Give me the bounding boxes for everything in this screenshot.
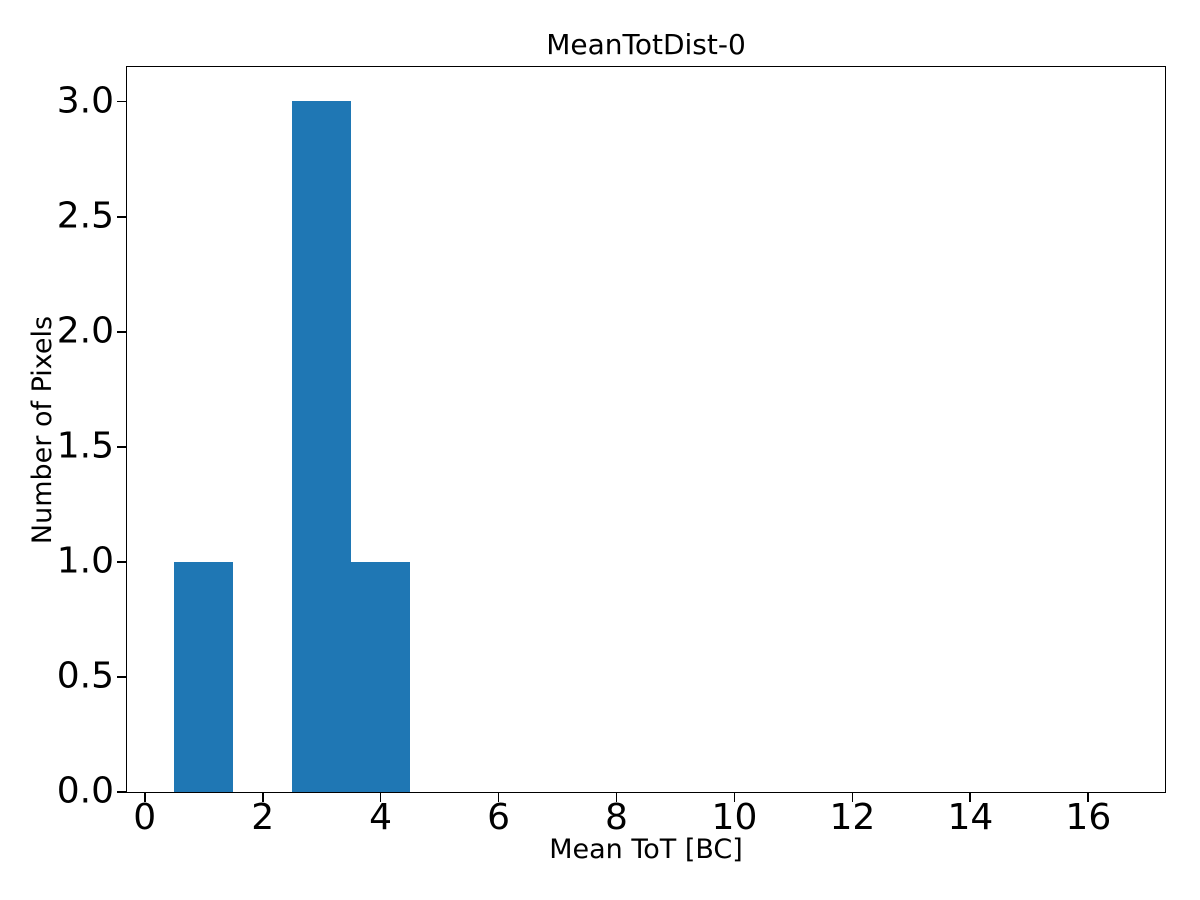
x-axis-tick-label: 12 bbox=[829, 797, 876, 838]
y-axis-tick bbox=[117, 445, 127, 448]
x-axis-tick-label: 6 bbox=[487, 797, 510, 838]
x-axis-label: Mean ToT [BC] bbox=[549, 834, 743, 865]
y-axis-tick bbox=[117, 560, 127, 563]
x-axis-tick-label: 8 bbox=[605, 797, 628, 838]
y-axis-tick bbox=[117, 330, 127, 333]
x-axis-tick bbox=[143, 792, 146, 802]
histogram-bar bbox=[173, 561, 233, 792]
x-axis-tick bbox=[261, 792, 264, 802]
x-axis-tick-label: 16 bbox=[1065, 797, 1112, 838]
y-axis-tick-label: 2.5 bbox=[56, 194, 114, 236]
y-axis-label: Number of Pixels bbox=[27, 315, 59, 545]
y-axis-tick-label: 2.0 bbox=[56, 310, 114, 352]
y-axis-tick bbox=[117, 100, 127, 103]
x-axis-tick-label: 10 bbox=[711, 797, 758, 838]
y-axis-tick-label: 0.5 bbox=[56, 655, 114, 697]
y-axis-tick bbox=[117, 676, 127, 678]
x-axis-tick-label: 0 bbox=[133, 797, 157, 838]
x-axis-tick-label: 2 bbox=[251, 797, 275, 838]
x-axis-tick bbox=[969, 792, 972, 802]
y-axis-tick bbox=[117, 215, 127, 218]
chart-title: MeanTotDist-0 bbox=[546, 28, 746, 61]
x-axis-tick bbox=[615, 792, 618, 802]
y-axis-tick-label: 0.0 bbox=[56, 770, 114, 812]
y-axis-tick bbox=[117, 791, 127, 793]
x-axis-tick bbox=[1087, 792, 1090, 802]
x-axis-tick bbox=[733, 792, 736, 802]
x-axis-tick-label: 14 bbox=[947, 797, 994, 838]
plot-area bbox=[125, 65, 1166, 793]
y-axis-tick-label: 1.5 bbox=[56, 425, 114, 467]
x-axis-tick bbox=[851, 792, 854, 802]
x-axis-tick bbox=[379, 792, 382, 802]
histogram-bar bbox=[350, 561, 410, 792]
y-axis-tick-label: 3.0 bbox=[56, 79, 114, 121]
histogram-bar bbox=[291, 101, 351, 792]
y-axis-tick-label: 1.0 bbox=[56, 540, 114, 582]
x-axis-tick bbox=[497, 792, 500, 802]
x-axis-tick-label: 4 bbox=[369, 797, 393, 838]
